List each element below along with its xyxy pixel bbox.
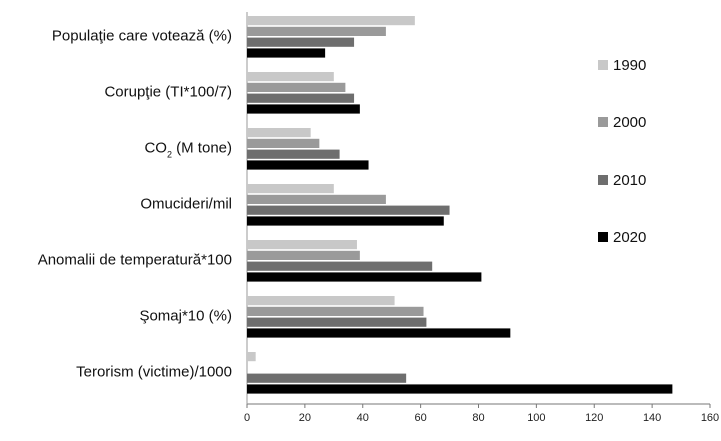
bar-2010-1 <box>247 93 355 103</box>
x-tick-label-40: 40 <box>357 412 369 424</box>
x-tick-label-160: 160 <box>701 412 719 424</box>
category-label-4: Anomalii de temperatură*100 <box>38 252 232 269</box>
bar-2010-2 <box>247 149 340 159</box>
x-tick-label-80: 80 <box>472 412 484 424</box>
bar-2000-1 <box>247 82 346 92</box>
bar-2010-4 <box>247 261 433 271</box>
bar-1990-2 <box>247 128 311 138</box>
bar-1990-3 <box>247 184 334 194</box>
x-tick-label-120: 120 <box>585 412 603 424</box>
x-tick-label-100: 100 <box>527 412 545 424</box>
bar-1990-6 <box>247 352 256 362</box>
category-label-2: CO2 (M tone) <box>144 140 232 160</box>
category-label-0: Populaţie care votează (%) <box>52 28 232 45</box>
bar-2000-2 <box>247 138 320 148</box>
bar-2010-0 <box>247 37 355 47</box>
bar-2020-2 <box>247 160 369 170</box>
bar-2020-1 <box>247 104 360 114</box>
x-tick-label-140: 140 <box>643 412 661 424</box>
bar-2010-6 <box>247 373 407 383</box>
bar-1990-5 <box>247 296 395 306</box>
category-label-1: Corupţie (TI*100/7) <box>104 84 232 101</box>
legend-swatch-2020 <box>598 232 608 242</box>
x-tick-label-0: 0 <box>244 412 250 424</box>
bar-2010-3 <box>247 205 450 215</box>
category-label-5: Şomaj*10 (%) <box>139 308 232 325</box>
x-tick-label-20: 20 <box>299 412 311 424</box>
bar-2000-4 <box>247 250 360 260</box>
category-label-3: Omucideri/mil <box>140 196 232 213</box>
legend-swatch-2010 <box>598 175 608 185</box>
bar-2020-0 <box>247 48 326 58</box>
legend-label-2020: 2020 <box>613 229 646 246</box>
bar-2000-3 <box>247 194 386 204</box>
bar-2010-5 <box>247 317 427 327</box>
bar-2020-6 <box>247 384 673 394</box>
legend-swatch-1990 <box>598 60 608 70</box>
bar-1990-0 <box>247 16 415 26</box>
legend-label-2010: 2010 <box>613 172 646 189</box>
bar-2000-0 <box>247 26 386 36</box>
bar-1990-1 <box>247 72 334 82</box>
bar-2000-5 <box>247 306 424 316</box>
bar-2020-4 <box>247 272 482 282</box>
bar-2020-3 <box>247 216 444 226</box>
legend-label-2000: 2000 <box>613 114 646 131</box>
x-tick-label-60: 60 <box>415 412 427 424</box>
bar-1990-4 <box>247 240 357 250</box>
legend-label-1990: 1990 <box>613 57 646 74</box>
legend-swatch-2000 <box>598 117 608 127</box>
bar-2020-5 <box>247 328 511 338</box>
category-label-6: Terorism (victime)/1000 <box>76 364 232 381</box>
